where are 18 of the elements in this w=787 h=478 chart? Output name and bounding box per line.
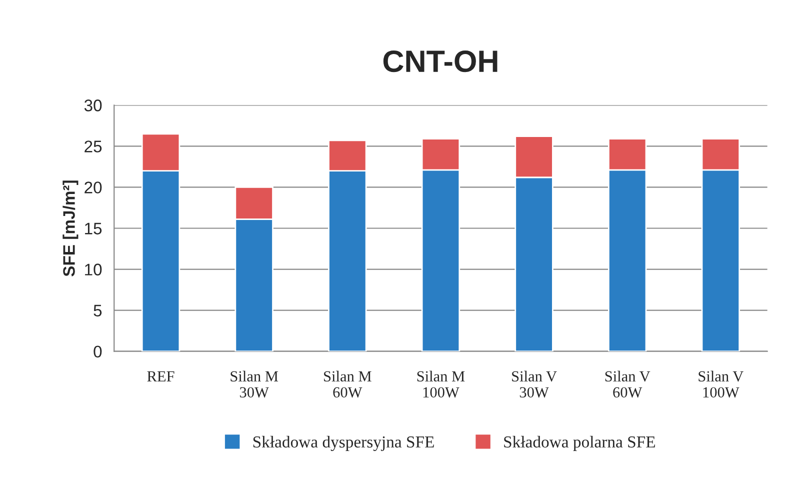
x-tick-label: REF	[147, 371, 174, 382]
x-tick-label: Silan M 30W	[230, 370, 278, 398]
y-tick-label: 10	[85, 264, 102, 276]
legend-label: Składowa dyspersyjna SFE	[253, 436, 434, 452]
legend-label: Składowa polarna SFE	[504, 436, 655, 451]
y-tick-label: 15	[85, 222, 102, 234]
y-tick-label: 25	[84, 140, 102, 152]
x-tick-label: Silan M 60W	[324, 370, 372, 398]
x-tick-label: Silan V 60W	[605, 370, 650, 398]
chart-title: CNT-OH	[383, 50, 498, 72]
y-tick-label: 0	[94, 346, 102, 358]
x-tick-label: Silan V 30W	[512, 370, 557, 398]
x-tick-label: Silan M 100W	[417, 370, 465, 398]
x-tick-label: Silan V 100W	[698, 370, 744, 398]
y-tick-label: 20	[84, 182, 102, 194]
y-axis-title: SFE [mJ/m²]	[62, 180, 78, 276]
y-tick-label: 5	[94, 304, 102, 317]
y-tick-label: 30	[84, 100, 102, 112]
